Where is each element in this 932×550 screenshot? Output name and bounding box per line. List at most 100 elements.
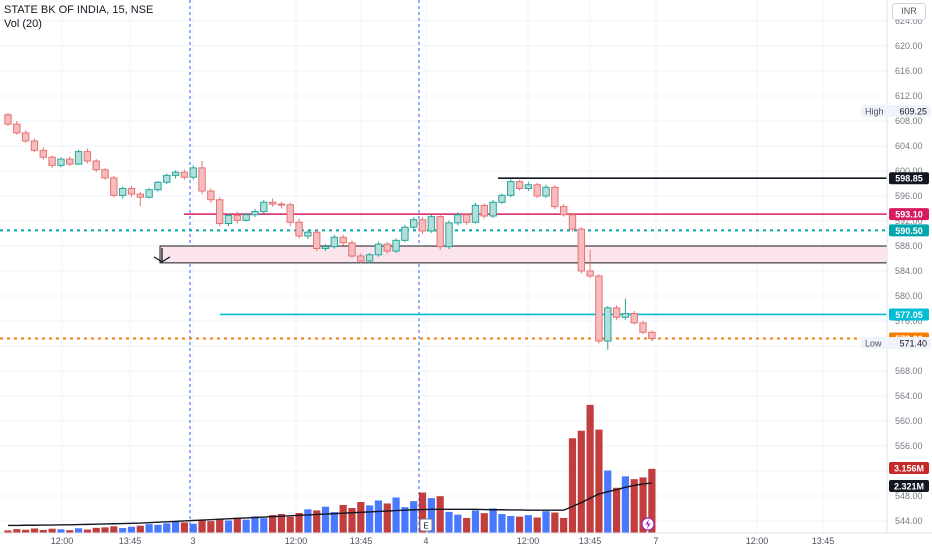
earnings-event-badge[interactable]: [419, 518, 433, 532]
volume-bar: [216, 518, 224, 533]
price-tag: [889, 208, 929, 221]
volume-bar: [498, 514, 506, 533]
price-tag: [889, 224, 929, 237]
candle-body: [198, 167, 206, 192]
candle-body: [118, 188, 127, 196]
price-tick-label: 544.00: [895, 516, 923, 526]
time-tick-label: 4: [423, 536, 428, 546]
candle-body: [136, 193, 145, 198]
price-tick-label: 624.00: [895, 16, 923, 26]
time-tick-label: 13:45: [579, 536, 602, 546]
price-axis[interactable]: 624.00 620.00 616.00 612.00 608.00 604.00 600.…: [886, 0, 932, 533]
candle-body: [648, 331, 656, 339]
lightning-icon-glyph: [645, 519, 651, 529]
candle-body: [348, 242, 356, 257]
candle-body: [207, 190, 215, 201]
volume-bar: [489, 508, 497, 533]
volume-bar: [57, 529, 65, 533]
candle-body: [533, 184, 541, 197]
time-tick-label: 12:00: [517, 536, 540, 546]
low-marker-label: Low: [865, 339, 882, 349]
candle-body: [4, 114, 12, 125]
candle-body: [295, 221, 303, 237]
candle-body: [392, 239, 400, 252]
volume-bar: [39, 529, 47, 533]
currency-label[interactable]: INR: [892, 3, 926, 20]
low-marker: [861, 337, 931, 349]
volume-bar: [463, 517, 471, 533]
time-axis[interactable]: 12:00 13:45 3 12:00 13:45 4 12:00 13:45 7 12:00 13…: [0, 532, 932, 550]
candle-body: [154, 181, 162, 191]
volume-bar: [119, 528, 127, 533]
volume-bar: [101, 527, 109, 533]
candle-body: [268, 201, 277, 205]
candle-body: [454, 214, 462, 224]
volume-bar: [277, 514, 286, 533]
candle-body: [30, 140, 39, 151]
volume-bar: [524, 515, 532, 533]
volume-bar: [568, 438, 577, 533]
candle-body: [383, 243, 391, 252]
price-tick-label: 612.00: [895, 91, 923, 101]
badges: E: [419, 517, 655, 532]
candle-body: [551, 186, 559, 208]
volume-bar: [286, 516, 294, 533]
candle-body: [374, 243, 383, 256]
candle-body: [471, 204, 480, 223]
volume-bar: [260, 518, 268, 533]
volume-bar: [595, 429, 603, 533]
volume-tag-text: 2.321M: [894, 482, 924, 492]
candle-body: [224, 214, 233, 224]
volume-bar: [471, 510, 480, 533]
candle-body: [542, 186, 550, 197]
volume-bar: [66, 530, 74, 533]
high-marker-label: High: [865, 107, 884, 117]
time-axis-bg: [0, 533, 932, 550]
price-tick-label: 616.00: [895, 66, 923, 76]
volume-bar: [454, 514, 462, 533]
candle-body: [110, 177, 118, 196]
candle-body: [559, 206, 568, 216]
volume-bar: [22, 529, 30, 533]
candle-body: [66, 158, 74, 165]
candle-body: [418, 219, 427, 232]
volume-bar: [189, 523, 197, 533]
candle-body: [515, 181, 524, 189]
price-tag-text: 590.50: [895, 226, 923, 236]
supply-zone-rect[interactable]: [159, 245, 888, 264]
candle-body: [163, 174, 171, 183]
volume-bar: [48, 528, 56, 533]
candle-body: [630, 313, 638, 324]
price-tick-label: 596.00: [895, 191, 923, 201]
candle-body: [321, 246, 330, 249]
time-tick-label: 13:45: [119, 536, 142, 546]
price-tick-label: 576.00: [895, 316, 923, 326]
price-tag: [889, 308, 929, 321]
volume-bar: [313, 510, 321, 533]
volume-bars: [4, 404, 656, 533]
price-tick-label: 580.00: [895, 291, 923, 301]
price-tick-label: 600.00: [895, 166, 923, 176]
candle-body: [498, 194, 506, 203]
candle-body: [57, 158, 65, 166]
time-tick-label: 12:00: [285, 536, 308, 546]
candle-body: [251, 211, 259, 216]
price-tick-label: 620.00: [895, 41, 923, 51]
candle-body: [489, 201, 497, 217]
price-tick-label: 608.00: [895, 116, 923, 126]
price-tick-label: 592.00: [895, 216, 923, 226]
time-tick-label: 7: [653, 536, 658, 546]
candle-body: [507, 181, 515, 196]
volume-bar: [74, 528, 83, 533]
volume-bar: [621, 476, 629, 533]
supply-zone[interactable]: [153, 245, 888, 264]
volume-bar: [330, 512, 338, 533]
price-tag-text: 577.05: [895, 310, 923, 320]
volume-bar: [180, 522, 188, 533]
volume-bar: [436, 496, 444, 533]
candle-body: [480, 204, 488, 217]
volume-bar: [427, 498, 435, 533]
candle-body: [445, 222, 453, 248]
price-tag-text: 598.85: [895, 174, 923, 184]
